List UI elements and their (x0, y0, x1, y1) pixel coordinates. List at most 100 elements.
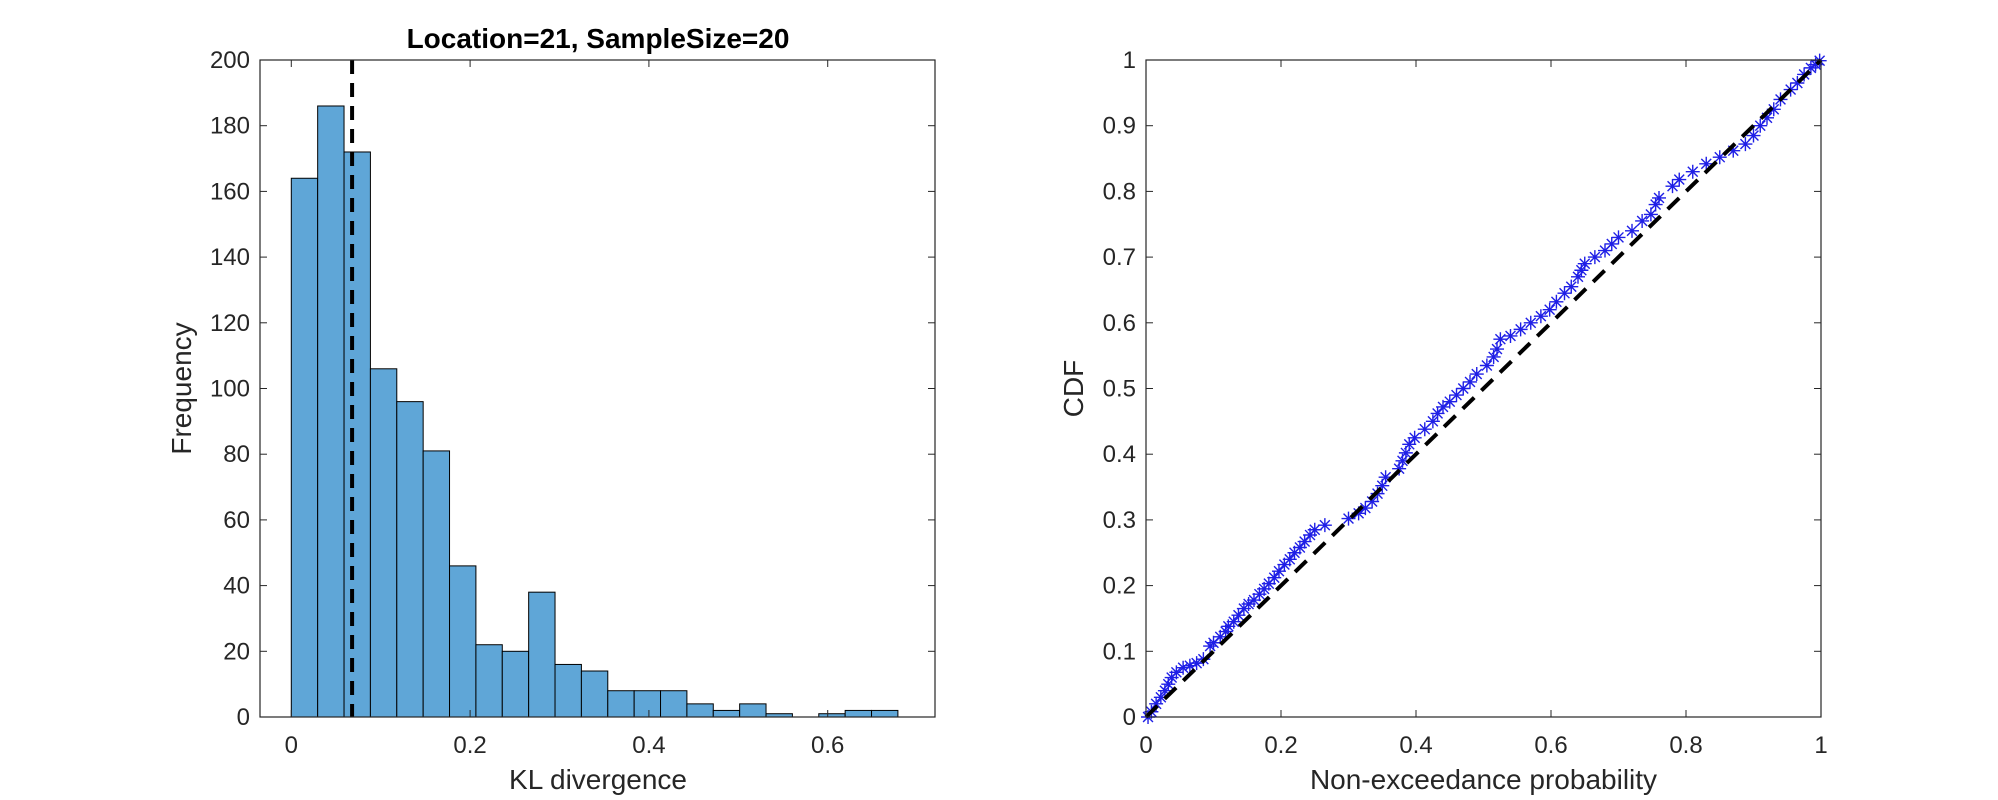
cdf-point (1282, 552, 1297, 567)
cdf-point (1635, 213, 1650, 228)
cdf-point (1417, 422, 1432, 437)
cdf-point (1760, 110, 1774, 125)
cdf-y-tick-label: 0.9 (1103, 113, 1136, 140)
cdf-point (1425, 414, 1440, 429)
cdf-point (1341, 511, 1356, 526)
cdf-ticks: 0 0.2 0.4 0.6 0.8 1 0 0.1 0.2 0.3 0.4 0.5 0.6 0.7 0.8 0… (1103, 47, 1828, 759)
cdf-x-tick-label: 1 (1814, 732, 1827, 759)
cdf-point (1287, 545, 1302, 560)
cdf-point (1513, 322, 1528, 337)
cdf-point (1712, 150, 1727, 165)
histogram-bar (554, 663, 582, 718)
cdf-point (1351, 506, 1366, 521)
cdf-point (1221, 619, 1236, 634)
cdf-point (1247, 593, 1261, 608)
cdf-point (1402, 437, 1417, 452)
cdf-point (1241, 596, 1256, 611)
cdf-y-tick-label: 0.3 (1103, 507, 1136, 534)
cdf-point (1161, 677, 1176, 692)
cdf-point (1398, 445, 1413, 460)
cdf-point (1486, 349, 1501, 364)
cdf-point (1523, 315, 1538, 330)
cdf-x-tick-label: 0.8 (1669, 732, 1702, 759)
cdf-point (1574, 263, 1589, 278)
cdf-y-tick-label: 0 (1123, 704, 1136, 731)
cdf-point (1307, 522, 1322, 537)
cdf-point (1503, 328, 1518, 343)
cdf-point (1557, 286, 1572, 301)
cdf-point (1549, 294, 1564, 309)
histogram-bar (712, 709, 741, 718)
histogram-bar (449, 565, 477, 718)
histogram-bar (290, 177, 319, 718)
cdf-point (1652, 190, 1666, 205)
cdf-point (1231, 608, 1246, 623)
cdf-point (1267, 570, 1282, 585)
cdf-point (1261, 576, 1276, 591)
cdf-y-tick-label: 0.8 (1103, 178, 1136, 205)
histogram-y-tick-label: 100 (210, 376, 250, 403)
histogram-y-tick-label: 200 (210, 47, 250, 74)
histogram-x-tick-label: 0.4 (632, 732, 665, 759)
cdf-y-tick-label: 0.2 (1103, 573, 1136, 600)
cdf-point (1672, 172, 1687, 187)
cdf-point (1648, 197, 1663, 212)
histogram-y-tick-label: 160 (210, 178, 250, 205)
histogram-bar (871, 709, 899, 718)
cdf-axes-box (1145, 59, 1822, 718)
cdf-point (1189, 656, 1204, 671)
cdf-point (1297, 534, 1312, 549)
cdf-point (1206, 635, 1221, 650)
histogram-x-tick-label: 0.2 (453, 732, 486, 759)
cdf-point (1699, 156, 1714, 171)
histogram-bar (422, 450, 451, 718)
cdf-y-tick-label: 0.7 (1103, 244, 1136, 271)
histogram-y-tick-label: 80 (223, 441, 250, 468)
cdf-point (1738, 137, 1753, 152)
cdf-point (1746, 128, 1761, 143)
cdf-x-tick-label: 0 (1139, 732, 1152, 759)
histogram-y-tick-label: 40 (223, 573, 250, 600)
cdf-point (1442, 394, 1457, 409)
cdf-point (1375, 478, 1390, 493)
cdf-point (1611, 230, 1626, 245)
histogram-x-axis-label: KL divergence (509, 764, 687, 795)
cdf-y-tick-label: 0.1 (1103, 638, 1136, 665)
histogram-x-tick-label: 0 (285, 732, 298, 759)
cdf-point (1407, 430, 1422, 445)
cdf-reference-line (1144, 58, 1823, 719)
cdf-point (1436, 399, 1450, 414)
histogram-ticks: 0 0.2 0.4 0.6 0 20 40 60 80 100 120 140 160 180 200 (210, 47, 935, 759)
cdf-points (1141, 53, 1827, 724)
cdf-y-tick-label: 1 (1123, 47, 1136, 74)
cdf-x-tick-label: 0.2 (1264, 732, 1297, 759)
cdf-point (1449, 388, 1464, 403)
cdf-point (1271, 564, 1286, 579)
cdf-point (1430, 406, 1445, 421)
cdf-point (1469, 367, 1484, 382)
cdf-point (1542, 302, 1557, 317)
cdf-point (1463, 374, 1477, 389)
histogram-y-tick-label: 0 (237, 704, 250, 731)
cdf-y-tick-label: 0.5 (1103, 376, 1136, 403)
cdf-point (1164, 670, 1179, 685)
cdf-point (1490, 342, 1504, 357)
cdf-point (1493, 332, 1508, 347)
cdf-panel: 0 0.2 0.4 0.6 0.8 1 0 0.1 0.2 0.3 0.4 0.5 0.6 0.7 0.8 0… (1058, 47, 1828, 795)
cdf-point (1252, 587, 1267, 602)
cdf-point (1598, 243, 1612, 258)
cdf-x-axis-label: Non-exceedance probability (1310, 764, 1657, 795)
cdf-point (1378, 470, 1393, 485)
histogram-bar (607, 690, 635, 718)
histogram-title: Location=21, SampleSize=20 (407, 23, 790, 54)
cdf-point (1571, 269, 1585, 284)
cdf-point (1213, 629, 1228, 644)
cdf-point (1392, 461, 1407, 476)
cdf-point (1157, 683, 1172, 698)
cdf-point (1358, 501, 1373, 516)
cdf-point (1766, 102, 1781, 117)
histogram-y-tick-label: 120 (210, 310, 250, 337)
cdf-point (1665, 179, 1680, 194)
histogram-bar (739, 703, 767, 718)
